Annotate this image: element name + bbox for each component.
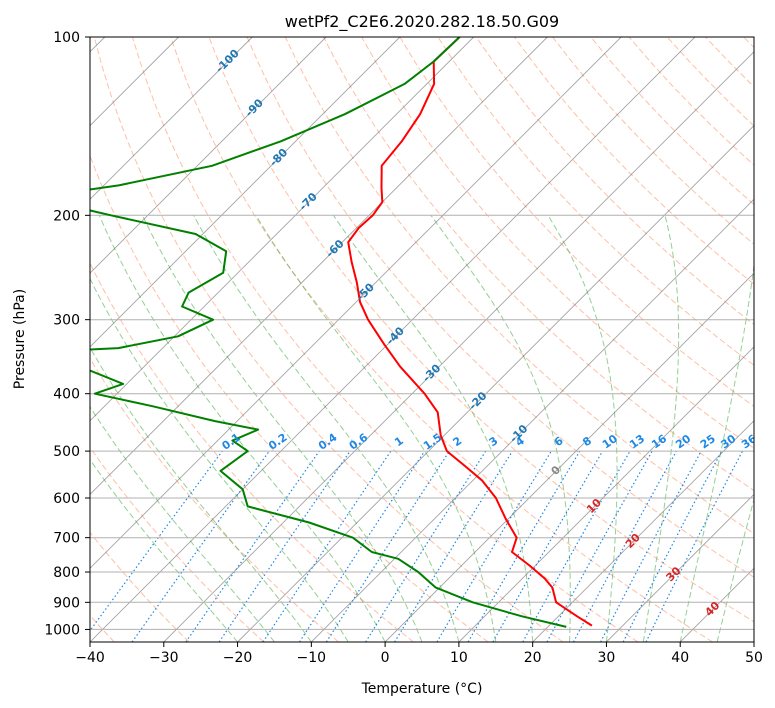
mixing-ratio-line	[394, 450, 513, 642]
x-tick-label: 0	[381, 650, 390, 666]
dry-adiabat-line	[361, 37, 754, 449]
chart-title: wetPf2_C2E6.2020.282.18.50.G09	[285, 12, 559, 32]
isotherm-line	[384, 272, 754, 642]
x-tick-label: 40	[671, 650, 689, 666]
moist-adiabat-line	[90, 458, 238, 642]
dry-adiabat-line	[90, 531, 190, 642]
isotherm-line	[237, 124, 754, 642]
y-tick-label: 700	[53, 531, 80, 547]
x-tick-label: −40	[75, 650, 105, 666]
isotherm-line	[532, 420, 754, 642]
y-tick-label: 200	[53, 208, 80, 224]
moist-adiabat-line	[141, 215, 423, 642]
y-tick-label: 1000	[44, 622, 80, 638]
mixing-ratio-line	[262, 450, 392, 642]
moist-adiabat-line	[193, 215, 460, 642]
moist-adiabat-line	[90, 346, 312, 642]
dry-adiabat-line	[90, 154, 489, 642]
mixing-ratio-line	[90, 450, 223, 632]
y-tick-label: 800	[53, 565, 80, 581]
x-tick-label: 20	[524, 650, 542, 666]
isotherm-line	[90, 37, 696, 642]
isotherm-line	[90, 37, 622, 569]
isotherm-line	[90, 37, 475, 422]
isotherm-line	[90, 37, 253, 200]
moist-adiabat-line	[547, 215, 618, 642]
dry-adiabat-line	[93, 37, 564, 642]
dry-adiabat-line	[513, 37, 754, 285]
x-tick-label: 30	[598, 650, 616, 666]
x-tick-label: −10	[297, 650, 327, 666]
isotherm-line	[310, 198, 754, 642]
moist-adiabat-line	[642, 215, 680, 642]
x-tick-label: 50	[745, 650, 763, 666]
temperature-profile-line	[347, 37, 593, 627]
isotherm-line	[458, 346, 754, 642]
isotherm-line	[606, 493, 754, 642]
dewpoint-profile-line	[90, 37, 567, 628]
y-tick-label: 900	[53, 595, 80, 611]
y-axis-label: Pressure (hPa)	[12, 289, 28, 389]
mixing-ratio-line	[645, 450, 744, 642]
dry-adiabat-line	[90, 357, 339, 642]
dry-adiabat-line	[475, 37, 754, 326]
mixing-ratio-line	[325, 450, 450, 642]
x-tick-label: −20	[223, 650, 253, 666]
y-tick-label: 600	[53, 491, 80, 507]
moist-adiabat-line	[255, 215, 497, 642]
mixing-ratio-line	[218, 450, 351, 642]
dry-adiabat-line	[399, 37, 754, 408]
mixing-ratio-line	[572, 450, 677, 642]
y-tick-label: 300	[53, 313, 80, 329]
moist-adiabat-line	[90, 277, 349, 642]
dry-adiabat-line	[246, 37, 754, 578]
moist-adiabat-line	[679, 261, 754, 642]
profile-lines	[90, 37, 593, 628]
isotherm-line	[90, 37, 401, 348]
mixing-ratio-line	[185, 450, 320, 642]
plot-frame	[89, 36, 755, 643]
moist-adiabat-line	[333, 215, 534, 642]
dry-adiabat-line	[132, 37, 639, 642]
x-tick-label: −30	[149, 650, 179, 666]
mixing-ratio-line	[546, 450, 653, 642]
dry-adiabat-line	[90, 446, 265, 642]
axes: −40 −30 −20 −10 0 10 20 30 40 50 100 200 300 400 500 60…	[44, 30, 763, 666]
isotherm-line	[90, 37, 548, 496]
x-tick-label: 10	[450, 650, 468, 666]
isotherm-line	[90, 37, 327, 274]
x-axis-label: Temperature (°C)	[361, 681, 483, 697]
y-tick-label: 500	[53, 444, 80, 460]
dry-adiabat-line	[208, 37, 754, 623]
mixing-ratio-line	[299, 450, 426, 642]
y-tick-label: 100	[53, 30, 80, 46]
moist-adiabat-line	[716, 497, 754, 642]
isotherm-line	[163, 51, 754, 642]
mixing-ratio-line	[131, 450, 270, 642]
plot-area	[90, 37, 754, 642]
mixing-ratio-line	[522, 450, 631, 642]
background-lines	[90, 37, 754, 642]
y-tick-label: 400	[53, 387, 80, 403]
